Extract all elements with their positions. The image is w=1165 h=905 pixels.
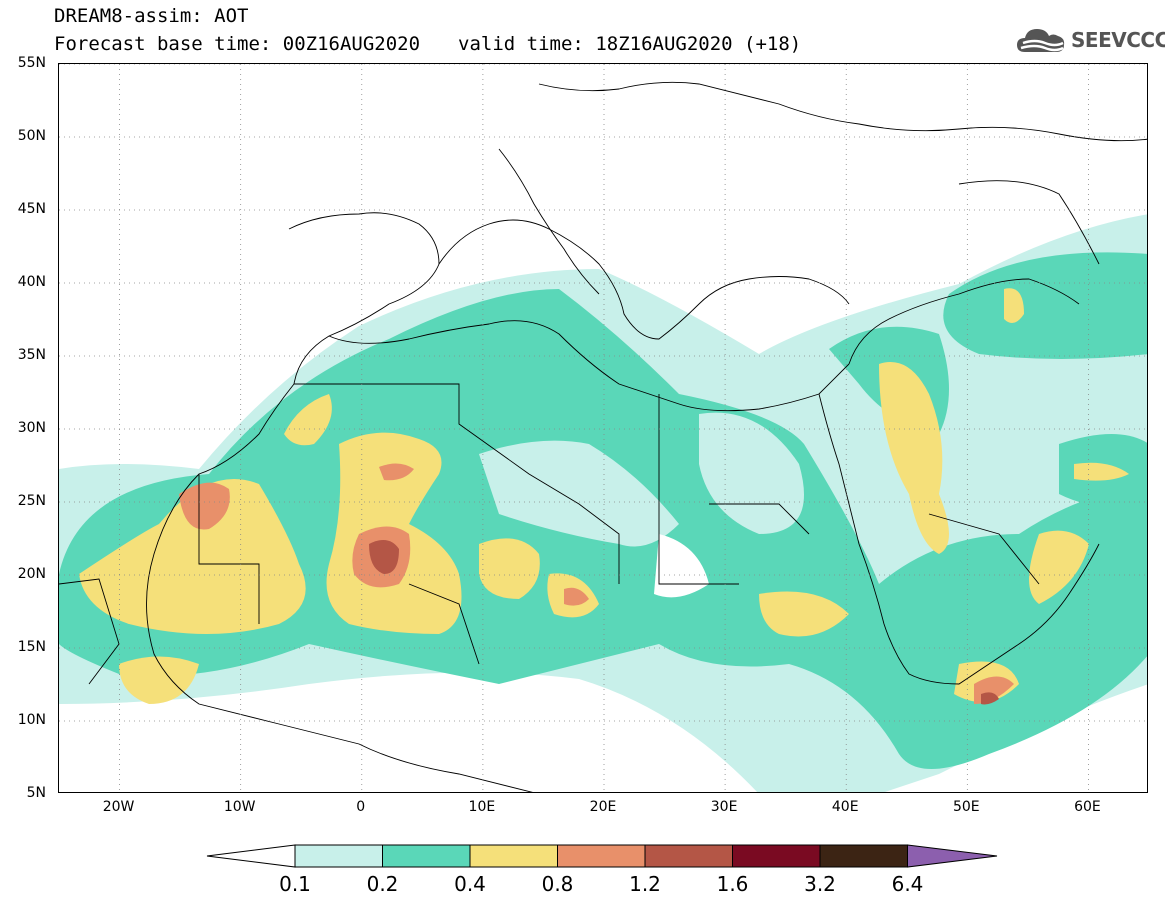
colorbar-label: 1.6 bbox=[716, 872, 749, 896]
longitude-label: 60E bbox=[1074, 799, 1101, 815]
map-title: DREAM8-assim: AOT bbox=[54, 5, 249, 27]
latitude-label: 45N bbox=[17, 201, 46, 217]
colorbar-swatch bbox=[382, 844, 471, 868]
colorbar-swatch bbox=[557, 844, 646, 868]
latitude-label: 55N bbox=[17, 55, 46, 71]
colorbar-over-arrow bbox=[907, 844, 998, 868]
colorbar-swatch bbox=[469, 844, 558, 868]
forecast-times: Forecast base time: 00Z16AUG2020 valid ti… bbox=[54, 34, 801, 54]
longitude-label: 0 bbox=[356, 799, 366, 815]
valid-time: valid time: 18Z16AUG2020 (+18) bbox=[458, 33, 802, 55]
base-time: Forecast base time: 00Z16AUG2020 bbox=[54, 33, 421, 55]
colorbar-label: 1.2 bbox=[629, 872, 661, 896]
logo-text: SEEVCCC bbox=[1071, 28, 1165, 52]
colorbar bbox=[205, 843, 1000, 873]
colorbar-swatch bbox=[819, 844, 908, 868]
colorbar-under-arrow bbox=[206, 844, 296, 868]
latitude-label: 50N bbox=[17, 128, 46, 144]
colorbar-swatch bbox=[644, 844, 733, 868]
colorbar-swatch bbox=[732, 844, 821, 868]
coastlines-and-borders bbox=[59, 81, 1147, 792]
colorbar-swatch bbox=[294, 844, 383, 868]
latitude-label: 20N bbox=[17, 566, 46, 582]
longitude-label: 20W bbox=[102, 799, 135, 815]
longitude-label: 30E bbox=[710, 799, 738, 815]
logo: SEEVCCC bbox=[1015, 22, 1165, 58]
longitude-label: 50E bbox=[952, 799, 980, 815]
latitude-label: 30N bbox=[17, 420, 46, 436]
cloud-icon bbox=[1017, 29, 1065, 52]
colorbar-label: 3.2 bbox=[804, 872, 836, 896]
map-canvas bbox=[59, 64, 1147, 792]
latitude-label: 15N bbox=[17, 639, 46, 655]
colorbar-label: 0.1 bbox=[279, 872, 311, 896]
aot-fields bbox=[59, 214, 1147, 792]
longitude-label: 10W bbox=[223, 799, 256, 815]
colorbar-label: 0.8 bbox=[541, 872, 574, 896]
lat-lon-grid bbox=[59, 64, 1147, 792]
colorbar-graphic bbox=[206, 844, 998, 868]
longitude-label: 40E bbox=[831, 799, 859, 815]
latitude-label: 5N bbox=[26, 785, 46, 801]
colorbar-label: 0.2 bbox=[366, 872, 399, 896]
latitude-label: 10N bbox=[17, 712, 46, 728]
latitude-label: 25N bbox=[17, 493, 46, 509]
colorbar-label: 6.4 bbox=[891, 872, 924, 896]
latitude-label: 40N bbox=[17, 274, 46, 290]
colorbar-label: 0.4 bbox=[454, 872, 486, 896]
aot-map bbox=[58, 63, 1148, 793]
longitude-label: 10E bbox=[468, 799, 496, 815]
latitude-label: 35N bbox=[17, 347, 46, 363]
longitude-label: 20E bbox=[589, 799, 617, 815]
